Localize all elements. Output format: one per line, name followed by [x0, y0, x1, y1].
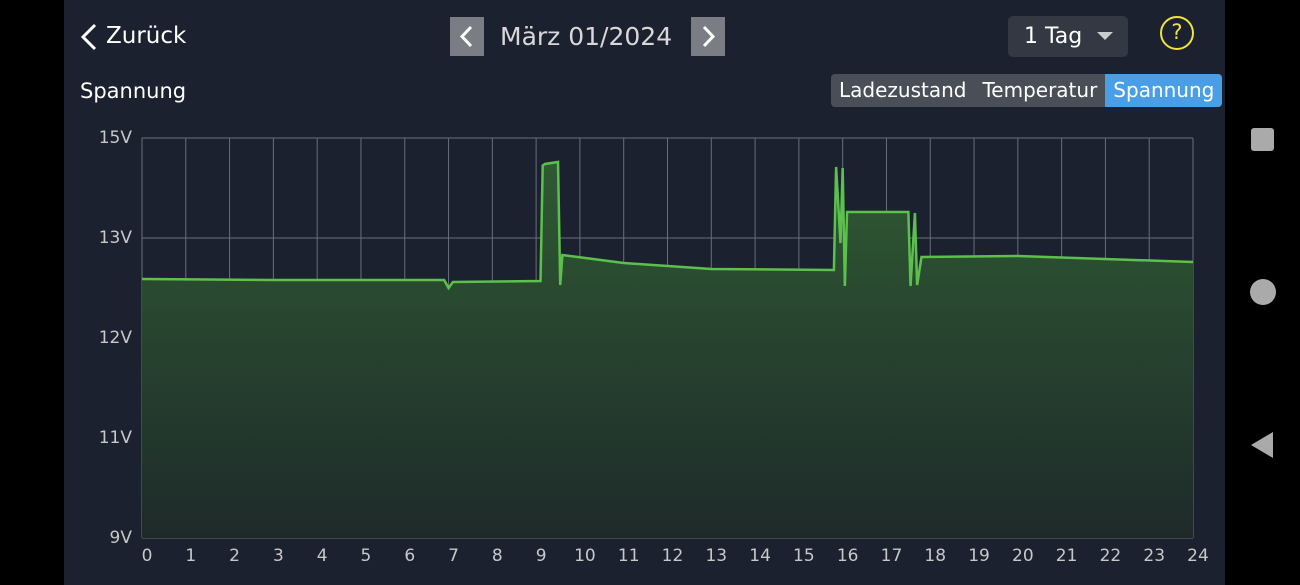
x-tick-label: 20: [1012, 546, 1034, 566]
x-tick-label: 5: [361, 546, 372, 566]
x-tick-label: 0: [142, 546, 153, 566]
app-screen: Zurück März 01/2024 1 Tag ? Spannung Lad…: [64, 0, 1225, 585]
back-nav[interactable]: [1251, 432, 1273, 458]
y-tick-label: 15V: [99, 128, 133, 148]
tab-bar: Ladezustand Temperatur Spannung: [831, 74, 1223, 107]
prev-icon: [459, 25, 473, 48]
x-tick-label: 23: [1143, 546, 1165, 566]
x-tick-label: 1: [185, 546, 196, 566]
x-tick-label: 6: [404, 546, 415, 566]
x-tick-label: 13: [705, 546, 727, 566]
x-tick-label: 12: [662, 546, 684, 566]
area-fill: [142, 162, 1193, 538]
next-date[interactable]: [691, 17, 725, 56]
help-label: ?: [1171, 20, 1183, 44]
next-icon: [702, 25, 716, 48]
prev-date[interactable]: [450, 17, 484, 56]
y-tick-label: 9V: [110, 528, 133, 548]
recent-apps[interactable]: [1251, 128, 1274, 151]
back-button[interactable]: Zurück: [78, 18, 188, 56]
x-tick-label: 17: [881, 546, 903, 566]
chart-title: Spannung: [80, 79, 187, 103]
x-tick-label: 11: [618, 546, 640, 566]
nav-bar: [1250, 128, 1276, 458]
x-tick-label: 2: [229, 546, 240, 566]
x-tick-label: 9: [536, 546, 547, 566]
back-icon: [80, 23, 97, 51]
x-tick-label: 16: [837, 546, 859, 566]
y-tick-label: 11V: [99, 428, 133, 448]
x-tick-label: 10: [574, 546, 596, 566]
x-tick-label: 3: [273, 546, 284, 566]
x-tick-label: 18: [924, 546, 946, 566]
back-label: Zurück: [106, 23, 187, 49]
tab[interactable]: Temperatur: [982, 78, 1098, 102]
home[interactable]: [1250, 279, 1276, 305]
date-label: März 01/2024: [500, 22, 673, 51]
y-tick-label: 12V: [99, 328, 133, 348]
dropdown-arrow: [1097, 32, 1113, 40]
x-tick-label: 15: [793, 546, 815, 566]
voltage-line: [141, 160, 1194, 291]
range-dropdown[interactable]: 1 Tag: [1008, 16, 1128, 57]
y-tick-label: 13V: [99, 228, 133, 248]
x-tick-label: 7: [448, 546, 459, 566]
x-tick-label: 4: [317, 546, 328, 566]
help-button[interactable]: ?: [1160, 16, 1194, 50]
x-tick-label: 8: [492, 546, 503, 566]
x-tick-label: 14: [749, 546, 771, 566]
tab[interactable]: Ladezustand: [839, 78, 967, 102]
range-label: 1 Tag: [1024, 24, 1083, 49]
x-tick-label: 21: [1056, 546, 1078, 566]
x-tick-label: 24: [1187, 546, 1209, 566]
tab[interactable]: Spannung: [1105, 74, 1223, 107]
x-tick-label: 19: [968, 546, 990, 566]
x-tick-label: 22: [1100, 546, 1122, 566]
